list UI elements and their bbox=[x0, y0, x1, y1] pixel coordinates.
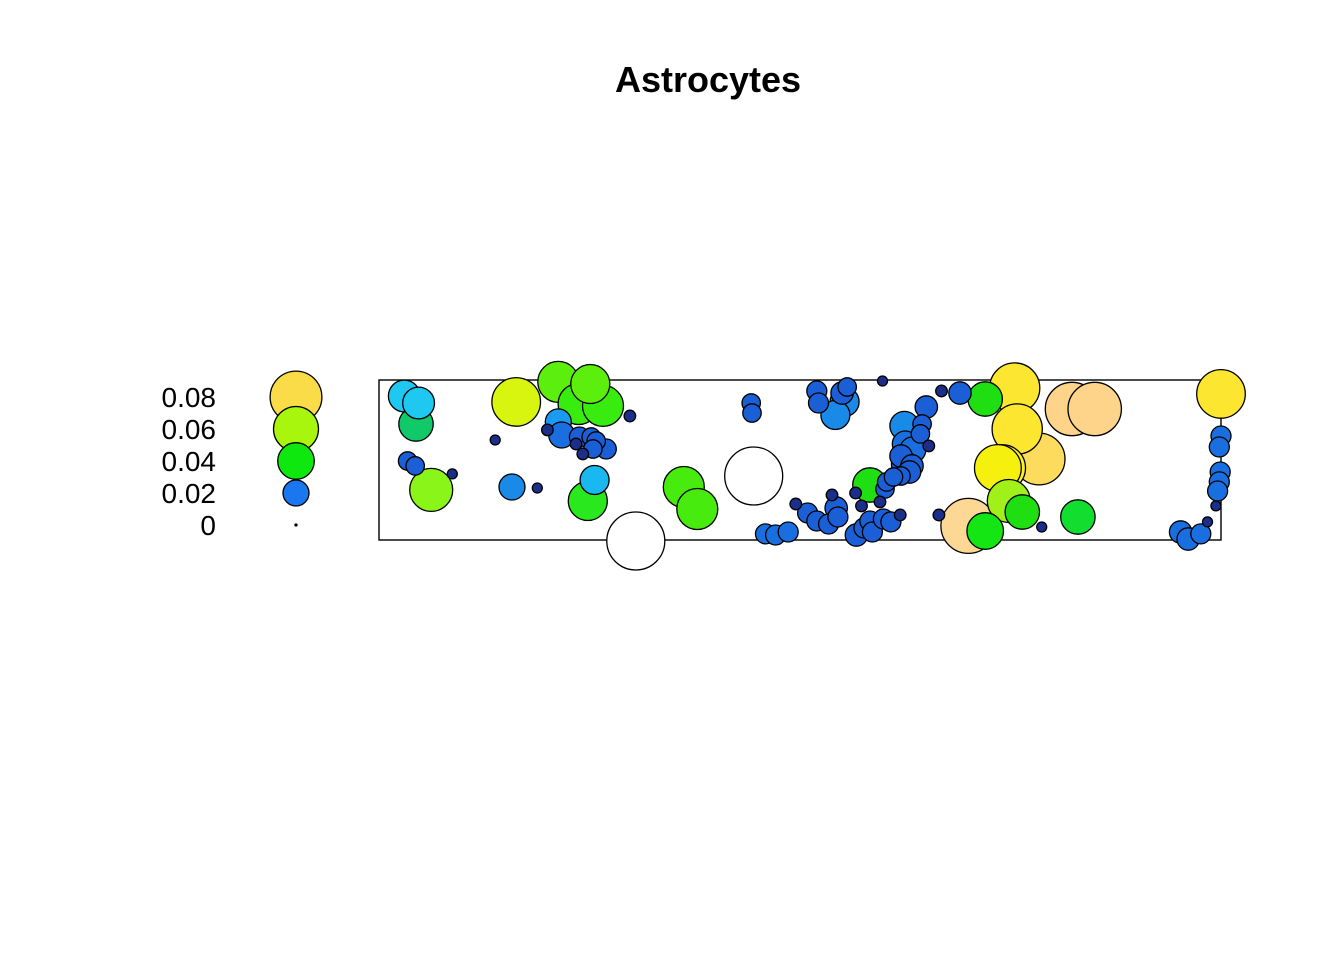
legend-label-0: 0.08 bbox=[162, 382, 217, 413]
legend-marker-3 bbox=[283, 480, 309, 506]
data-point-97 bbox=[878, 376, 888, 386]
data-points bbox=[388, 361, 1245, 570]
data-point-59 bbox=[1197, 370, 1246, 419]
data-point-8 bbox=[571, 365, 610, 404]
data-point-44 bbox=[915, 396, 937, 418]
data-point-87 bbox=[490, 435, 500, 445]
data-point-91 bbox=[850, 487, 862, 499]
data-point-18 bbox=[580, 466, 609, 495]
data-point-90 bbox=[826, 489, 838, 501]
data-point-56 bbox=[1005, 495, 1039, 529]
legend: 0.080.060.040.020 bbox=[162, 371, 322, 541]
data-point-96 bbox=[936, 385, 948, 397]
legend-label-3: 0.02 bbox=[162, 478, 217, 509]
chart-title: Astrocytes bbox=[615, 59, 801, 100]
data-point-100 bbox=[1211, 501, 1221, 511]
data-point-98 bbox=[933, 509, 945, 521]
legend-marker-4 bbox=[295, 524, 297, 526]
data-point-99 bbox=[1037, 522, 1047, 532]
data-point-61 bbox=[1209, 437, 1229, 457]
data-point-54 bbox=[1068, 382, 1121, 435]
data-point-58 bbox=[1061, 500, 1095, 534]
data-point-4 bbox=[406, 457, 424, 475]
data-point-86 bbox=[447, 469, 457, 479]
data-point-92 bbox=[856, 500, 868, 512]
data-point-28 bbox=[809, 393, 829, 413]
data-point-46 bbox=[968, 382, 1002, 416]
legend-label-2: 0.04 bbox=[162, 446, 217, 477]
data-point-26 bbox=[743, 404, 761, 422]
data-point-1 bbox=[403, 387, 435, 419]
data-point-6 bbox=[492, 378, 541, 427]
data-point-24 bbox=[725, 447, 783, 505]
data-point-102 bbox=[542, 424, 554, 436]
legend-label-1: 0.06 bbox=[162, 414, 217, 445]
data-point-93 bbox=[874, 496, 886, 508]
data-point-64 bbox=[1208, 481, 1228, 501]
data-point-88 bbox=[532, 483, 542, 493]
data-point-84 bbox=[884, 468, 902, 486]
data-point-75 bbox=[828, 507, 848, 527]
data-point-57 bbox=[967, 513, 1004, 550]
data-point-95 bbox=[923, 440, 935, 452]
data-point-85 bbox=[624, 410, 636, 422]
data-point-103 bbox=[577, 448, 589, 460]
data-point-22 bbox=[677, 489, 718, 530]
data-point-20 bbox=[499, 474, 525, 500]
data-point-101 bbox=[1203, 517, 1213, 527]
data-point-104 bbox=[570, 438, 582, 450]
data-point-89 bbox=[790, 498, 802, 510]
data-point-23 bbox=[607, 512, 665, 570]
data-point-45 bbox=[949, 382, 971, 404]
data-point-30 bbox=[838, 378, 856, 396]
data-point-70 bbox=[778, 522, 798, 542]
data-point-94 bbox=[894, 509, 906, 521]
legend-marker-2 bbox=[278, 443, 315, 480]
legend-label-4: 0 bbox=[200, 510, 216, 541]
